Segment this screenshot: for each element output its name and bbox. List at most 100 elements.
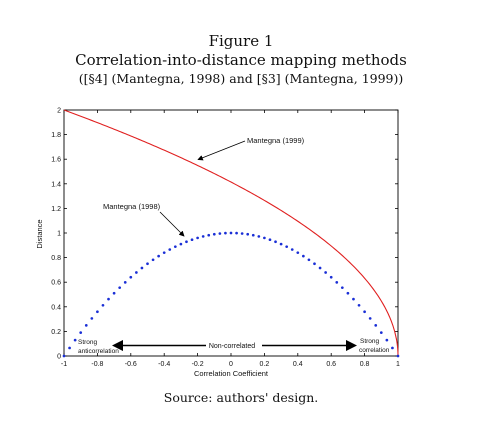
pointer-mantegna-1999: [197, 140, 246, 161]
series-point-mantegna-1998: [196, 236, 199, 240]
series-point-mantegna-1998: [207, 233, 211, 237]
series-point-mantegna-1998: [235, 231, 238, 235]
annotation-strong-anticorrelation-2: anticorrelation: [78, 348, 119, 355]
series-point-mantegna-1998: [340, 286, 344, 290]
series-point-mantegna-1998: [201, 235, 205, 238]
series-point-mantegna-1998: [268, 238, 272, 242]
series-point-mantegna-1998: [185, 240, 188, 244]
series-point-mantegna-1998: [84, 324, 88, 327]
annotation-non-correlated: Non-correlated: [209, 343, 255, 350]
series-point-mantegna-1998: [246, 232, 250, 236]
series-point-mantegna-1998: [352, 297, 355, 301]
series-point-mantegna-1998: [385, 338, 389, 342]
x-tick-label: 0: [229, 361, 233, 368]
series-point-mantegna-1998: [263, 236, 266, 240]
y-tick-label: 0.6: [51, 280, 61, 287]
series-point-mantegna-1998: [374, 324, 378, 327]
series-point-mantegna-1998: [68, 346, 71, 350]
y-tick-label: 1.8: [51, 132, 61, 139]
series-point-mantegna-1998: [123, 280, 127, 284]
series-point-mantegna-1998: [173, 245, 177, 249]
y-tick-label: 1.6: [51, 157, 61, 164]
series-point-mantegna-1998: [296, 251, 300, 255]
series-point-mantegna-1998: [379, 331, 383, 334]
x-tick-label: 0.2: [260, 361, 270, 368]
series-point-mantegna-1998: [90, 317, 94, 320]
series-point-mantegna-1998: [396, 354, 400, 358]
series-point-mantegna-1998: [96, 310, 99, 314]
series-point-mantegna-1998: [229, 231, 233, 235]
series-point-mantegna-1998: [318, 266, 322, 270]
series-point-mantegna-1998: [257, 235, 261, 238]
series-point-mantegna-1998: [335, 280, 339, 284]
y-tick-label: 1: [57, 231, 61, 238]
x-axis-label: Correlation Coefficient: [194, 369, 269, 378]
series-point-mantegna-1998: [212, 232, 216, 236]
series-point-mantegna-1998: [146, 262, 149, 266]
annotation-strong-anticorrelation-1: Strong: [78, 339, 98, 346]
x-tick-label: 1: [396, 361, 400, 368]
label-mantegna-1999: Mantegna (1999): [247, 136, 305, 145]
series-point-mantegna-1998: [274, 240, 277, 244]
y-tick-label: 2: [57, 108, 61, 115]
x-tick-label: 0.4: [293, 361, 303, 368]
series-point-mantegna-1998: [79, 331, 83, 334]
series-point-mantegna-1998: [240, 232, 244, 235]
series-point-mantegna-1998: [313, 262, 316, 266]
figure-title: Correlation-into-distance mapping method…: [75, 51, 407, 69]
series-point-mantegna-1998: [112, 291, 116, 295]
series-point-mantegna-1998: [368, 317, 372, 320]
series-point-mantegna-1998: [129, 275, 133, 279]
series-point-mantegna-1998: [391, 346, 394, 350]
series-point-mantegna-1998: [151, 258, 155, 262]
series-point-mantegna-1998: [363, 310, 366, 314]
y-tick-label: 1.4: [51, 181, 61, 188]
y-axis-label: Distance: [35, 219, 44, 248]
figure-subtitle: ([§4] (Mantegna, 1998) and [§3] (Mantegn…: [78, 71, 404, 86]
y-tick-label: 0: [57, 354, 61, 361]
series-point-mantegna-1998: [290, 248, 294, 251]
series-point-mantegna-1998: [157, 254, 160, 258]
figure-source: Source: authors' design.: [163, 390, 319, 405]
x-tick-label: -0.6: [125, 361, 137, 368]
series-point-mantegna-1998: [218, 232, 222, 235]
x-tick-label: 0.8: [360, 361, 370, 368]
figure-number: Figure 1: [208, 32, 274, 50]
series-point-mantegna-1998: [357, 303, 361, 307]
series-point-mantegna-1998: [329, 275, 333, 279]
series-point-mantegna-1998: [251, 233, 255, 237]
series-point-mantegna-1998: [285, 245, 289, 249]
y-tick-label: 0.8: [51, 255, 61, 262]
pointer-mantegna-1998: [159, 211, 185, 237]
series-point-mantegna-1998: [101, 303, 105, 307]
annotation-strong-correlation-1: Strong: [360, 338, 380, 345]
series-point-mantegna-1998: [62, 354, 66, 358]
series-layer: [62, 109, 400, 358]
series-point-mantegna-1998: [168, 248, 172, 251]
series-point-mantegna-1998: [118, 286, 122, 290]
annotation-strong-correlation-2: correlation: [359, 347, 390, 354]
series-point-mantegna-1998: [279, 242, 283, 246]
series-point-mantegna-1998: [140, 266, 144, 270]
series-line-mantegna-1999: [63, 109, 399, 357]
series-point-mantegna-1998: [190, 238, 194, 242]
series-point-mantegna-1998: [135, 271, 138, 274]
series-point-mantegna-1998: [346, 291, 350, 295]
series-point-mantegna-1998: [224, 231, 227, 235]
figure-header: Figure 1 Correlation-into-distance mappi…: [0, 32, 482, 87]
series-point-mantegna-1998: [107, 297, 110, 301]
x-tick-label: -0.8: [91, 361, 103, 368]
x-tick-label: 0.6: [326, 361, 336, 368]
axes: -1 -0.8 -0.6 -0.4 -0.2 0 0.2 0.4 0.6 0.8 1 0 0.2 0.4 0…: [51, 108, 400, 369]
y-tick-label: 0.2: [51, 329, 61, 336]
series-point-mantegna-1998: [307, 258, 311, 262]
x-tick-label: -0.4: [158, 361, 170, 368]
y-tick-label: 1.2: [51, 206, 61, 213]
series-point-mantegna-1998: [162, 251, 166, 255]
x-tick-label: -0.2: [192, 361, 204, 368]
x-tick-label: -1: [61, 361, 67, 368]
series-point-mantegna-1998: [179, 242, 183, 246]
label-mantegna-1998: Mantegna (1998): [103, 202, 161, 211]
series-point-mantegna-1998: [73, 338, 77, 342]
